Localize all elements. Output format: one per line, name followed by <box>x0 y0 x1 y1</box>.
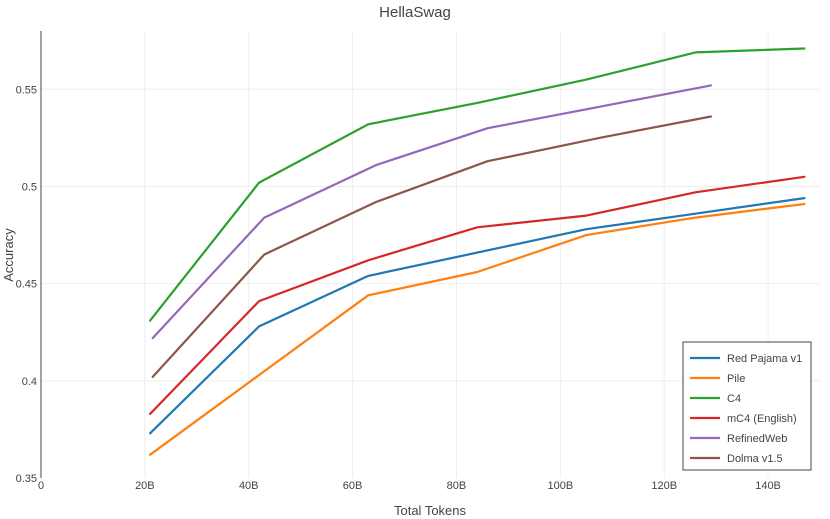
series-line-0 <box>149 197 806 435</box>
y-tick-label: 0.55 <box>16 84 37 96</box>
series-line-2 <box>149 47 806 322</box>
x-tick-label: 60B <box>343 480 363 492</box>
x-tick-label: 140B <box>755 480 781 492</box>
legend: Red Pajama v1 Pile C4 mC4 (English) RefinedW… <box>682 341 812 471</box>
legend-items: Red Pajama v1 Pile C4 mC4 (English) RefinedW… <box>690 353 802 465</box>
y-tick-label: 0.45 <box>16 279 37 291</box>
legend-box <box>682 341 812 471</box>
series-line-4 <box>151 84 713 340</box>
series-lines <box>149 47 806 456</box>
x-tick-labels: 0 20B 40B 60B 80B 100B 120B 140B <box>38 480 781 492</box>
series-line-5 <box>151 115 713 378</box>
y-tick-labels: 0.35 0.4 0.45 0.5 0.55 <box>16 84 37 485</box>
legend-label: Red Pajama v1 <box>727 353 802 365</box>
x-tick-label: 40B <box>239 480 259 492</box>
x-tick-label: 120B <box>651 480 677 492</box>
x-tick-label: 100B <box>547 480 573 492</box>
x-tick-label: 20B <box>135 480 155 492</box>
chart-title: HellaSwag <box>379 4 451 21</box>
y-tick-label: 0.4 <box>22 376 37 388</box>
x-tick-label: 0 <box>38 480 44 492</box>
y-axis-title: Accuracy <box>1 228 16 282</box>
y-tick-label: 0.35 <box>16 473 37 485</box>
x-axis-title: Total Tokens <box>394 503 467 518</box>
series-line-1 <box>149 202 806 456</box>
y-tick-label: 0.5 <box>22 181 37 193</box>
legend-label: mC4 (English) <box>727 413 797 425</box>
legend-label: C4 <box>727 393 741 405</box>
legend-label: Dolma v1.5 <box>727 453 783 465</box>
legend-label: Pile <box>727 373 745 385</box>
x-tick-label: 80B <box>447 480 467 492</box>
grid-lines <box>41 31 820 478</box>
series-line-3 <box>149 175 806 415</box>
legend-label: RefinedWeb <box>727 433 787 445</box>
